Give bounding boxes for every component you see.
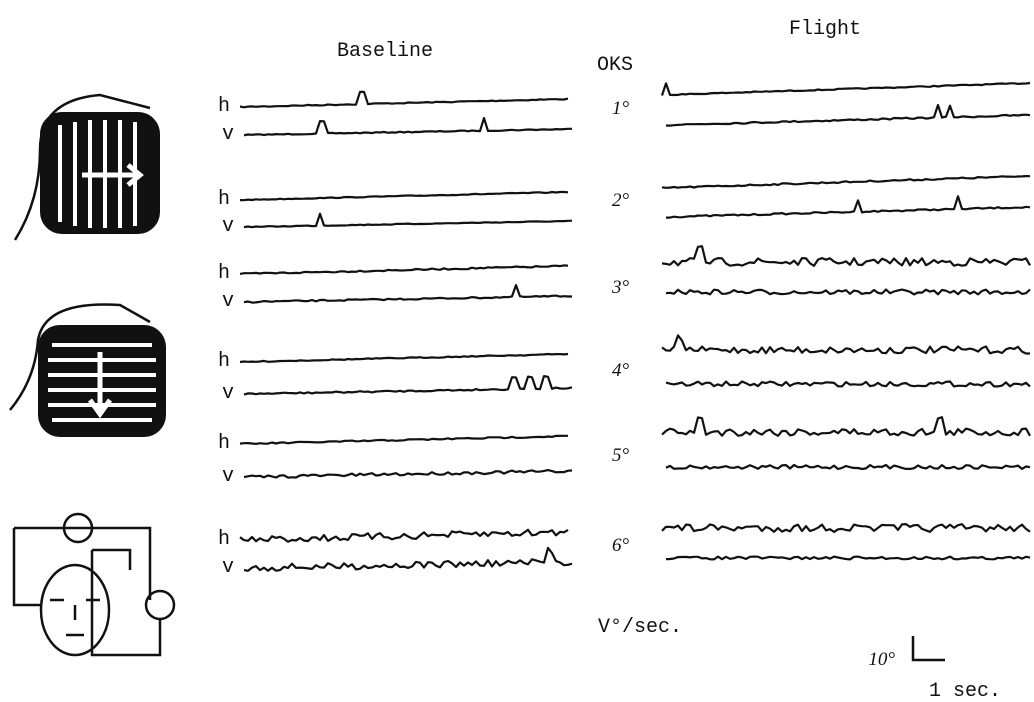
flight-title: Flight xyxy=(789,18,861,41)
trace xyxy=(660,81,1031,97)
oks-label: 4° xyxy=(612,360,630,381)
v-label: v xyxy=(222,123,234,146)
scale-bar xyxy=(911,636,945,662)
trace xyxy=(239,528,569,543)
trace xyxy=(243,469,573,479)
trace xyxy=(243,546,573,572)
icon-meter xyxy=(62,512,94,544)
v-label: v xyxy=(222,215,234,238)
trace xyxy=(661,245,1031,267)
h-label: h xyxy=(218,95,230,118)
oks-label: 1° xyxy=(612,98,630,119)
v-label: v xyxy=(222,290,234,313)
trace xyxy=(243,375,573,396)
trace xyxy=(665,380,1031,388)
trace xyxy=(665,555,1031,561)
icon-meter xyxy=(144,589,176,621)
icon-arrow xyxy=(87,352,113,419)
icon-arrow xyxy=(82,163,144,187)
h-label: h xyxy=(218,188,230,211)
trace xyxy=(243,212,573,229)
trace xyxy=(243,284,572,304)
trace xyxy=(666,195,1031,219)
oks-label: 2° xyxy=(612,190,630,211)
trace xyxy=(239,434,568,445)
trace xyxy=(661,334,1030,355)
trace xyxy=(239,264,569,275)
unit-label: V°/sec. xyxy=(598,616,682,639)
icon-frame xyxy=(9,303,151,411)
icon-wires xyxy=(12,526,162,657)
h-label: h xyxy=(218,528,230,551)
baseline-title: Baseline xyxy=(337,40,433,63)
icon-face-features xyxy=(50,598,100,637)
h-label: h xyxy=(218,262,230,285)
icon-horizontal-stripes xyxy=(9,303,166,437)
scale-vertical: 10° xyxy=(868,649,895,670)
trace xyxy=(239,90,569,109)
trace xyxy=(661,416,1031,437)
trace xyxy=(239,352,569,364)
h-label: h xyxy=(218,350,230,373)
trace xyxy=(665,103,1031,127)
icon-eog-setup xyxy=(12,512,176,657)
v-label: v xyxy=(222,465,234,488)
oks-label: 6° xyxy=(612,535,630,556)
h-label: h xyxy=(218,432,230,455)
icon-vertical-stripes xyxy=(13,93,160,241)
traces xyxy=(239,81,1031,572)
v-label: v xyxy=(222,382,234,405)
oks-label: 3° xyxy=(611,277,630,298)
trace xyxy=(661,523,1031,533)
scale-horizontal: 1 sec. xyxy=(929,680,1001,702)
oks-label: 5° xyxy=(612,445,630,466)
trace xyxy=(239,190,569,202)
trace xyxy=(665,463,1031,471)
v-label: v xyxy=(222,556,234,579)
trace xyxy=(661,175,1031,189)
trace xyxy=(665,288,1031,296)
trace xyxy=(243,117,572,137)
icon-face xyxy=(39,563,111,657)
oks-header: OKS xyxy=(597,54,633,77)
